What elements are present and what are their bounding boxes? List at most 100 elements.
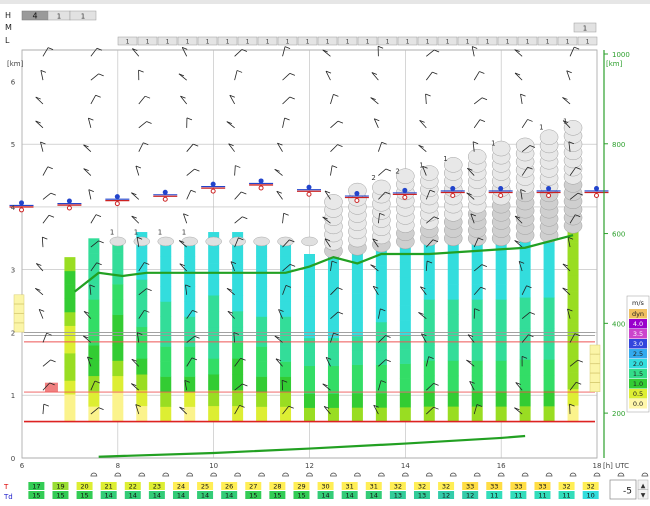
t-cell bbox=[462, 482, 479, 490]
t-value: 33 bbox=[490, 483, 498, 491]
td-cell bbox=[413, 491, 430, 499]
wind-barb bbox=[131, 215, 140, 224]
humidity-segment bbox=[399, 291, 411, 306]
stepper-up-icon: ▲ bbox=[641, 483, 646, 490]
humidity-segment bbox=[256, 286, 268, 302]
td-cell bbox=[510, 491, 527, 499]
wind-barb-flag bbox=[180, 95, 186, 99]
wind-barb bbox=[185, 284, 188, 295]
humidity-segment bbox=[160, 316, 172, 332]
cloud-icon bbox=[569, 472, 577, 477]
row-h-label: H bbox=[5, 11, 11, 20]
cloud-base-ring bbox=[546, 192, 552, 198]
row-m-top-cell[interactable] bbox=[573, 22, 597, 33]
humidity-segment bbox=[208, 326, 220, 343]
wind-barb-flag bbox=[229, 94, 235, 98]
humidity-segment bbox=[327, 323, 339, 339]
humidity-segment bbox=[232, 247, 244, 264]
legend-label: 0.0 bbox=[633, 400, 643, 408]
humidity-segment bbox=[280, 361, 292, 377]
humidity-segment bbox=[423, 329, 435, 346]
humidity-segment bbox=[375, 250, 387, 266]
wind-barb bbox=[234, 49, 243, 57]
t-cell bbox=[100, 482, 117, 490]
l-row-cell bbox=[297, 36, 318, 46]
humidity-segment bbox=[471, 314, 483, 331]
wind-barb bbox=[282, 117, 285, 128]
t-value: 31 bbox=[370, 483, 378, 491]
wind-barb-flag bbox=[433, 383, 439, 386]
wind-barb-flag bbox=[562, 97, 568, 100]
wind-barb-flag bbox=[385, 168, 392, 172]
wind-barb bbox=[420, 286, 427, 296]
right-edge-block bbox=[589, 373, 601, 383]
humidity-segment bbox=[399, 392, 411, 408]
wind-barb bbox=[470, 213, 475, 224]
wind-barb bbox=[322, 216, 331, 224]
wind-barb bbox=[90, 407, 99, 415]
humidity-segment bbox=[256, 361, 268, 377]
humidity-segment bbox=[519, 235, 531, 252]
wind-barb-flag bbox=[238, 237, 244, 241]
wind-barb bbox=[425, 356, 430, 367]
left-axis-tick-label: 3 bbox=[11, 267, 15, 275]
offset-stepper-down-button[interactable] bbox=[637, 489, 649, 500]
humidity-segment bbox=[567, 225, 579, 243]
wind-barb-flag bbox=[325, 356, 332, 360]
wind-barb-flag bbox=[144, 262, 150, 265]
humidity-segment bbox=[232, 374, 244, 391]
wind-barb-flag bbox=[479, 119, 486, 123]
humidity-segment bbox=[351, 407, 363, 422]
wind-barb-flag bbox=[135, 165, 142, 169]
t-cell bbox=[317, 482, 334, 490]
offset-stepper-field[interactable] bbox=[609, 479, 637, 500]
small-cloud bbox=[109, 236, 127, 247]
humidity-segment bbox=[304, 281, 315, 297]
wind-barb bbox=[377, 380, 382, 391]
row-h-cell-3[interactable] bbox=[69, 10, 97, 21]
wind-barb bbox=[90, 380, 96, 391]
humidity-segment bbox=[495, 314, 507, 331]
wind-barb bbox=[138, 262, 145, 272]
wind-barb bbox=[514, 407, 523, 415]
humidity-segment bbox=[375, 364, 387, 380]
cloud-puff bbox=[420, 165, 439, 181]
humidity-segment bbox=[399, 305, 411, 321]
humidity-segment bbox=[543, 235, 555, 252]
wind-barb-flag bbox=[186, 117, 193, 121]
wind-barb-flag bbox=[98, 240, 104, 244]
humidity-segment bbox=[375, 336, 387, 351]
cloud-icon bbox=[330, 472, 337, 477]
wind-barb bbox=[569, 404, 571, 415]
wind-barb bbox=[230, 261, 235, 272]
humidity-segment bbox=[304, 351, 315, 367]
cloud-puff bbox=[539, 129, 559, 145]
cloud-icon bbox=[545, 472, 553, 477]
t-value: 17 bbox=[32, 483, 40, 491]
l-row-cell bbox=[117, 36, 138, 46]
l-row-cell-value: 1 bbox=[146, 39, 150, 46]
l-row-cell bbox=[397, 36, 418, 46]
left-axis-tick-label: 2 bbox=[11, 329, 15, 337]
humidity-segment bbox=[208, 374, 220, 391]
humidity-segment bbox=[136, 247, 148, 264]
wind-barb-flag bbox=[289, 96, 295, 100]
humidity-segment bbox=[280, 406, 292, 422]
wind-barb-flag bbox=[324, 238, 331, 242]
humidity-segment bbox=[280, 331, 292, 347]
humidity-segment bbox=[256, 271, 268, 287]
wind-barb-flag bbox=[422, 165, 428, 169]
humidity-segment bbox=[567, 258, 579, 276]
wind-barb bbox=[514, 72, 523, 81]
wind-barb bbox=[322, 49, 331, 57]
t-cell bbox=[124, 482, 141, 490]
wind-barb bbox=[469, 381, 475, 391]
humidity-segment bbox=[519, 281, 531, 298]
wind-barbs bbox=[35, 45, 584, 415]
reference-lines bbox=[24, 332, 595, 423]
wind-barb bbox=[330, 94, 334, 105]
legend-label: 3.5 bbox=[633, 330, 643, 338]
humidity-segment bbox=[543, 328, 555, 345]
humidity-segment bbox=[136, 295, 148, 312]
wind-barb bbox=[35, 263, 44, 272]
